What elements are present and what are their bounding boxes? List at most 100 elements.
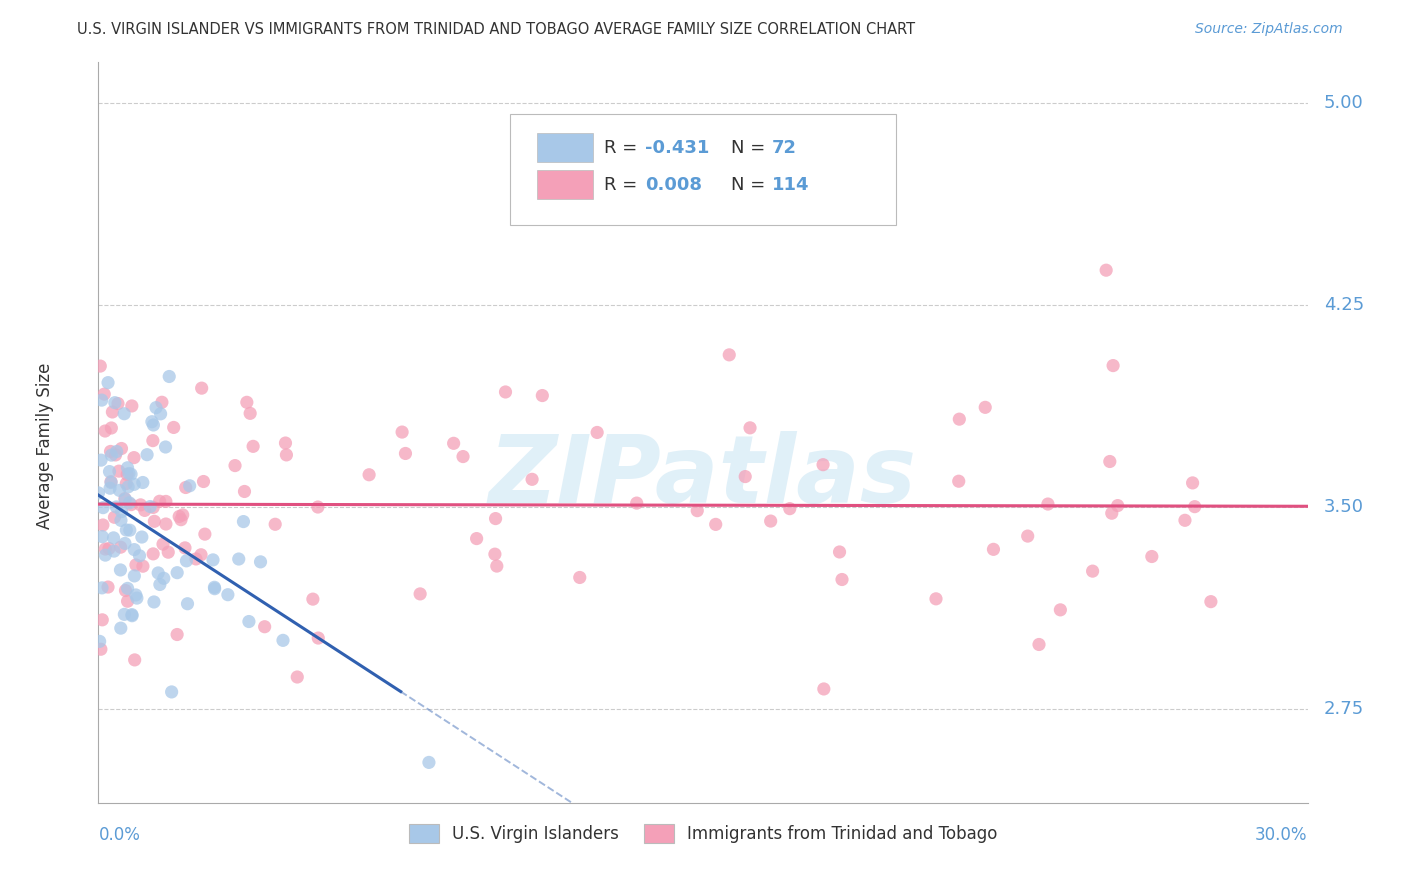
Point: [128, 549, 150, 563]
Point: [626, 496, 648, 510]
Point: [179, 479, 201, 493]
Text: 0.0%: 0.0%: [98, 826, 141, 844]
Point: [136, 448, 159, 462]
Point: [125, 591, 148, 606]
Point: [160, 685, 183, 699]
Point: [131, 530, 153, 544]
Point: [1102, 359, 1125, 373]
Point: [117, 594, 139, 608]
Point: [443, 436, 465, 450]
Point: [1184, 500, 1206, 514]
Point: [98, 541, 121, 556]
Legend: U.S. Virgin Islanders, Immigrants from Trinidad and Tobago: U.S. Virgin Islanders, Immigrants from T…: [402, 817, 1004, 850]
Point: [148, 566, 170, 580]
Point: [114, 536, 136, 550]
Point: [166, 627, 188, 641]
Text: 72: 72: [772, 138, 797, 157]
Point: [1181, 475, 1204, 490]
Point: [495, 384, 517, 399]
Point: [142, 500, 165, 515]
Point: [285, 670, 308, 684]
Point: [114, 583, 136, 598]
Point: [1098, 454, 1121, 468]
Text: 2.75: 2.75: [1323, 699, 1364, 717]
Point: [142, 417, 165, 432]
Point: [103, 544, 125, 558]
Point: [117, 480, 139, 494]
Point: [122, 450, 145, 465]
Point: [568, 570, 591, 584]
Point: [828, 545, 851, 559]
Point: [586, 425, 609, 440]
Point: [176, 554, 198, 568]
FancyBboxPatch shape: [509, 114, 897, 226]
Point: [118, 523, 141, 537]
Point: [174, 481, 197, 495]
Point: [145, 401, 167, 415]
Text: Source: ZipAtlas.com: Source: ZipAtlas.com: [1195, 22, 1343, 37]
Point: [1028, 638, 1050, 652]
Point: [170, 513, 193, 527]
Point: [149, 494, 172, 508]
Point: [307, 500, 329, 514]
Point: [103, 531, 125, 545]
Point: [115, 467, 138, 482]
Point: [451, 450, 474, 464]
Point: [176, 597, 198, 611]
Point: [149, 407, 172, 421]
Point: [110, 621, 132, 635]
Point: [242, 439, 264, 453]
Point: [274, 436, 297, 450]
Text: 30.0%: 30.0%: [1256, 826, 1308, 844]
Point: [93, 387, 115, 401]
Point: [142, 547, 165, 561]
Point: [485, 559, 508, 574]
Point: [143, 514, 166, 528]
Point: [132, 475, 155, 490]
Point: [718, 348, 741, 362]
Point: [98, 481, 121, 495]
Point: [91, 530, 114, 544]
Point: [166, 566, 188, 580]
Point: [271, 633, 294, 648]
Point: [105, 500, 128, 514]
Point: [91, 518, 114, 533]
Point: [94, 424, 117, 438]
Point: [120, 498, 142, 512]
Point: [1199, 594, 1222, 608]
Point: [779, 501, 801, 516]
Point: [813, 681, 835, 696]
Point: [141, 415, 163, 429]
Point: [142, 434, 165, 448]
Point: [115, 523, 138, 537]
Point: [228, 552, 250, 566]
Point: [1140, 549, 1163, 564]
Text: ZIPatlas: ZIPatlas: [489, 431, 917, 523]
Point: [112, 607, 135, 622]
Point: [91, 613, 114, 627]
Point: [105, 444, 128, 458]
Text: 3.50: 3.50: [1323, 498, 1364, 516]
Point: [115, 476, 138, 491]
Point: [236, 395, 259, 409]
Point: [122, 477, 145, 491]
Point: [134, 503, 156, 517]
Point: [91, 581, 114, 595]
Point: [1017, 529, 1039, 543]
Point: [233, 484, 256, 499]
Point: [112, 407, 135, 421]
Point: [90, 453, 112, 467]
Text: R =: R =: [603, 138, 643, 157]
Text: 114: 114: [772, 176, 810, 194]
Point: [118, 496, 141, 510]
Point: [391, 425, 413, 439]
Point: [104, 448, 127, 462]
Point: [124, 653, 146, 667]
Point: [107, 396, 129, 410]
Point: [110, 442, 132, 456]
Point: [152, 571, 174, 585]
Point: [100, 475, 122, 490]
Point: [108, 464, 131, 478]
Text: 4.25: 4.25: [1323, 296, 1364, 314]
Point: [1049, 603, 1071, 617]
